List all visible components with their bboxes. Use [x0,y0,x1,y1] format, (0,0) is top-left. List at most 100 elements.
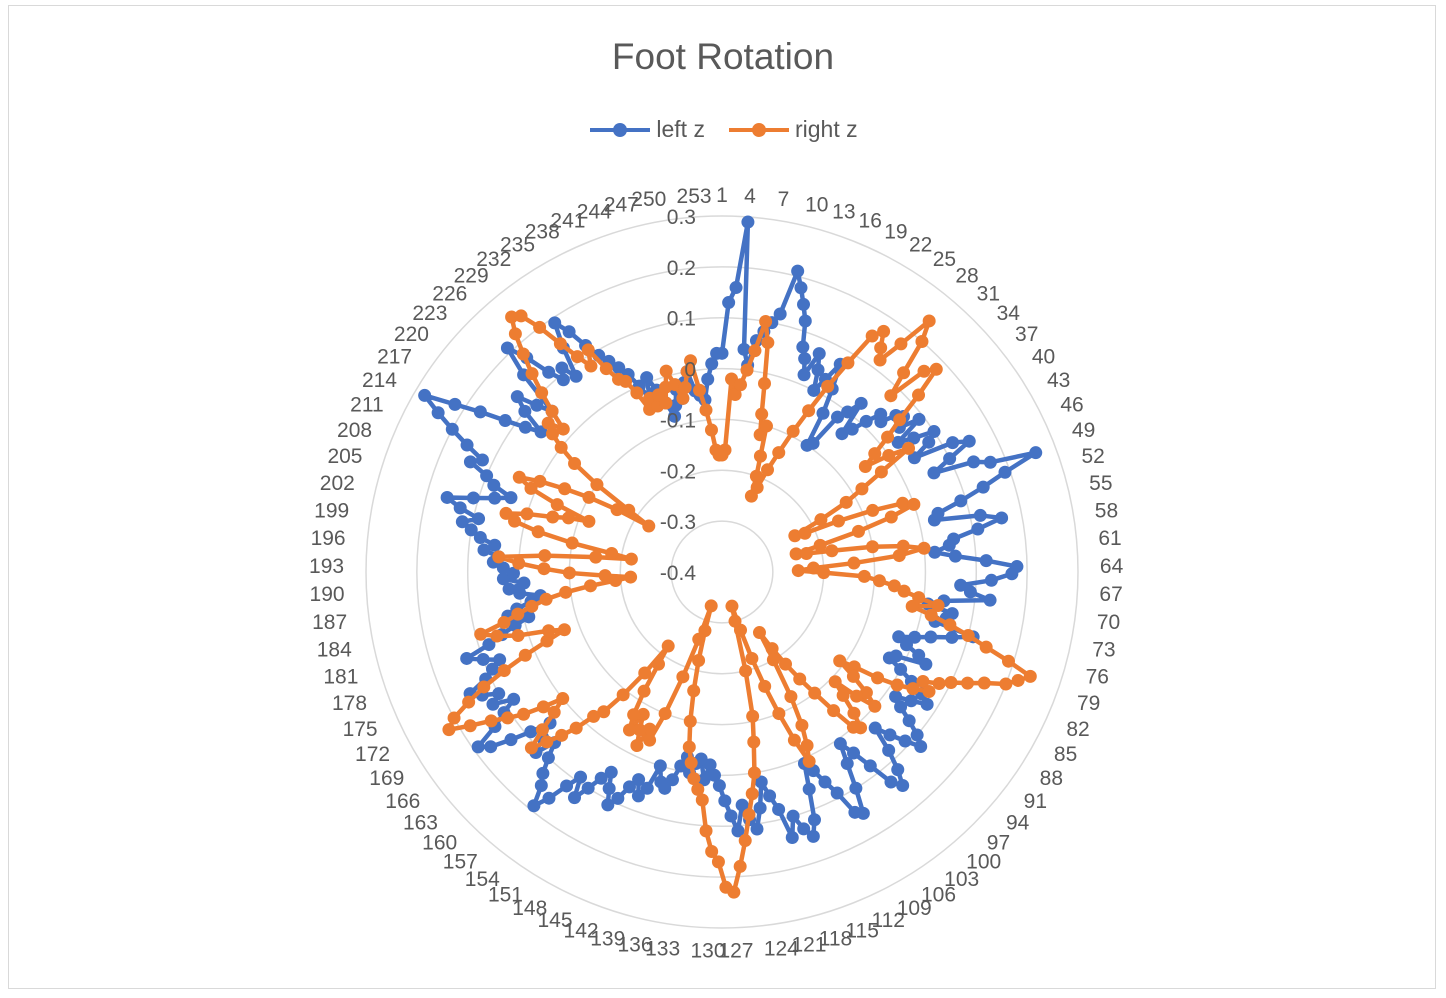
data-point-left-z [488,538,502,552]
data-point-right-z [497,616,511,630]
data-point-right-z [462,695,476,709]
data-point-left-z [665,773,679,787]
data-point-right-z [1001,654,1015,668]
data-point-left-z [891,763,905,777]
data-point-right-z [1023,669,1037,683]
data-point-left-z [922,435,936,449]
data-point-left-z [854,396,868,410]
data-point-right-z [831,514,845,528]
data-point-right-z [627,708,641,722]
data-point-right-z [786,424,800,438]
category-label: 169 [369,767,404,790]
data-point-left-z [995,511,1009,525]
data-point-right-z [929,362,943,376]
data-point-right-z [765,642,779,656]
data-point-left-z [569,369,583,383]
data-point-left-z [506,566,520,580]
category-label: 238 [525,221,560,244]
data-point-right-z [802,754,816,768]
data-point-right-z [598,569,612,583]
data-point-left-z [785,830,799,844]
category-label: 190 [310,583,345,606]
data-point-right-z [508,514,522,528]
data-point-right-z [484,714,498,728]
category-label: 253 [677,185,712,208]
data-point-right-z [556,422,570,436]
data-point-right-z [525,599,539,613]
data-point-right-z [587,709,601,723]
data-point-right-z [536,700,550,714]
category-label: 91 [1024,790,1047,813]
data-point-left-z [898,734,912,748]
data-point-right-z [525,367,539,381]
data-point-left-z [581,781,595,795]
data-point-left-z [868,721,882,735]
data-point-right-z [798,526,812,540]
data-point-right-z [800,739,814,753]
data-point-right-z [492,550,506,564]
data-point-left-z [496,572,510,586]
data-point-left-z [946,436,960,450]
data-point-right-z [583,579,597,593]
data-point-left-z [902,714,916,728]
data-point-left-z [482,638,496,652]
data-point-left-z [654,775,668,789]
data-point-left-z [882,743,896,757]
category-label: 217 [377,346,412,369]
data-point-left-z [983,455,997,469]
data-point-right-z [589,550,603,564]
category-label: 46 [1060,394,1083,417]
data-point-left-z [912,412,926,426]
category-label: 34 [997,302,1021,325]
data-point-left-z [954,578,968,592]
category-label: 151 [488,883,523,906]
data-point-right-z [622,503,636,517]
data-point-left-z [927,466,941,480]
data-point-left-z [831,410,845,424]
category-label: 112 [871,909,904,932]
data-point-right-z [590,478,604,492]
data-point-left-z [653,759,667,773]
data-point-left-z [976,480,990,494]
legend-item-left-z: left z [588,116,705,143]
data-point-right-z [624,570,638,584]
data-point-left-z [919,657,933,671]
data-point-right-z [905,599,919,613]
data-point-left-z [502,582,516,596]
data-point-left-z [431,406,445,420]
data-point-left-z [908,630,922,644]
data-point-right-z [622,723,636,737]
data-point-left-z [674,759,688,773]
data-point-left-z [705,357,719,371]
data-point-right-z [678,380,692,394]
data-point-left-z [984,573,998,587]
data-point-left-z [508,618,522,632]
category-label: 163 [403,811,438,834]
data-point-right-z [637,684,651,698]
data-point-left-z [812,347,826,361]
data-point-left-z [859,414,873,428]
data-point-left-z [849,781,863,795]
data-point-right-z [547,705,561,719]
data-point-right-z [931,599,945,613]
data-point-right-z [533,474,547,488]
data-point-left-z [948,549,962,563]
data-point-right-z [651,657,665,671]
data-point-left-z [722,296,736,310]
data-point-right-z [545,404,559,418]
data-point-right-z [833,654,847,668]
data-point-left-z [741,215,755,229]
data-point-right-z [539,592,553,606]
data-point-right-z [748,344,762,358]
data-point-right-z [766,653,780,667]
data-point-left-z [807,813,821,827]
data-point-left-z [488,491,502,505]
data-point-right-z [850,689,864,703]
data-point-right-z [747,766,761,780]
data-point-left-z [942,538,956,552]
category-label: 70 [1097,611,1120,634]
data-point-left-z [477,543,491,557]
data-point-left-z [524,725,538,739]
data-point-left-z [480,469,494,483]
category-label: 226 [432,283,467,306]
